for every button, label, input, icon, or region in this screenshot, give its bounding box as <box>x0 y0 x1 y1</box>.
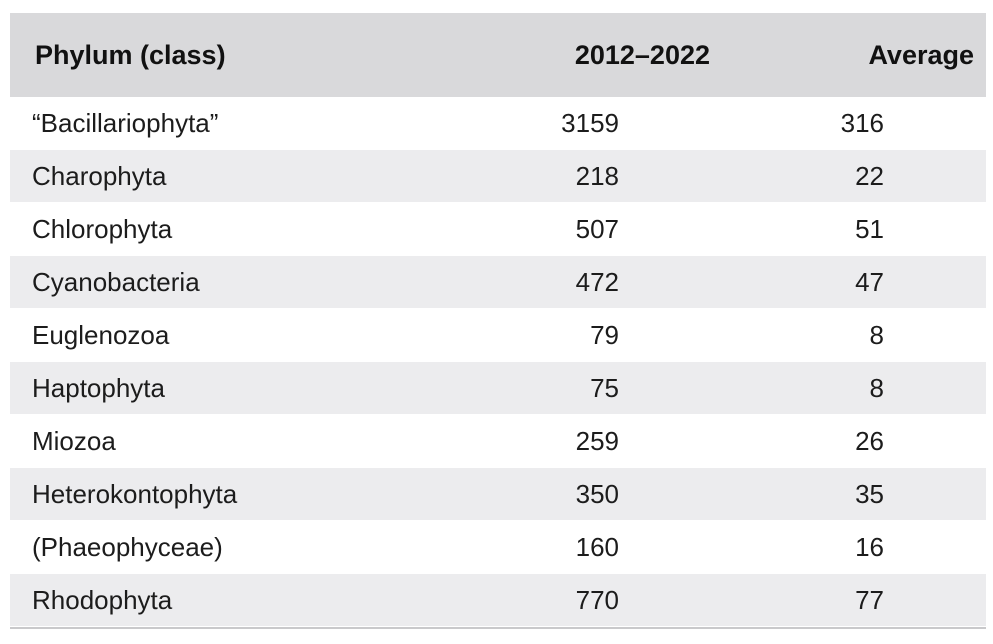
cell-average: 51 <box>855 214 884 244</box>
cell-period-total: 507 <box>575 214 619 244</box>
cell-period-total: 259 <box>575 426 619 456</box>
table-row: (Phaeophyceae) 160 16 <box>10 521 986 574</box>
cell-phylum: Chlorophyta <box>32 214 173 244</box>
cell-period-total: 472 <box>575 267 619 297</box>
header-phylum: Phylum (class) <box>35 40 226 70</box>
cell-average: 77 <box>855 585 884 615</box>
header-period: 2012–2022 <box>574 40 710 70</box>
cell-phylum: (Phaeophyceae) <box>32 532 223 562</box>
cell-period-total: 770 <box>575 585 619 615</box>
cell-period-total: 79 <box>590 320 619 350</box>
cell-average: 47 <box>855 267 884 297</box>
cell-phylum: Haptophyta <box>32 373 165 403</box>
cell-average: 35 <box>855 479 884 509</box>
cell-phylum: Rhodophyta <box>32 585 173 615</box>
header-average: Average <box>868 40 974 70</box>
cell-period-total: 75 <box>590 373 619 403</box>
table-bottom-rule <box>10 627 986 629</box>
cell-phylum: Cyanobacteria <box>32 267 200 297</box>
table-row: Miozoa 259 26 <box>10 415 986 468</box>
table-row: Euglenozoa 79 8 <box>10 309 986 362</box>
cell-phylum: Charophyta <box>32 161 167 191</box>
cell-phylum: Miozoa <box>32 426 116 456</box>
cell-period-total: 218 <box>575 161 619 191</box>
table-row: “Bacillariophyta” 3159 316 <box>10 97 986 150</box>
table-body: “Bacillariophyta” 3159 316 Charophyta 218 22 C… <box>10 97 986 627</box>
table-header-row: Phylum (class) 2012–2022 Average <box>10 13 986 97</box>
table-row: Haptophyta 75 8 <box>10 362 986 415</box>
table-row: Heterokontophyta 350 35 <box>10 468 986 521</box>
table-row: Rhodophyta 770 77 <box>10 574 986 627</box>
cell-average: 8 <box>869 320 884 350</box>
table-row: Cyanobacteria 472 47 <box>10 256 986 309</box>
cell-period-total: 3159 <box>561 108 619 138</box>
cell-period-total: 350 <box>575 479 619 509</box>
phylum-table: Phylum (class) 2012–2022 Average “Bacill… <box>10 13 986 629</box>
cell-phylum: Euglenozoa <box>32 320 170 350</box>
cell-average: 316 <box>840 108 884 138</box>
table-row: Chlorophyta 507 51 <box>10 203 986 256</box>
cell-average: 16 <box>855 532 884 562</box>
cell-average: 26 <box>855 426 884 456</box>
cell-average: 22 <box>855 161 884 191</box>
cell-period-total: 160 <box>575 532 619 562</box>
cell-phylum: Heterokontophyta <box>32 479 238 509</box>
cell-average: 8 <box>869 373 884 403</box>
cell-phylum: “Bacillariophyta” <box>32 108 219 138</box>
table-row: Charophyta 218 22 <box>10 150 986 203</box>
